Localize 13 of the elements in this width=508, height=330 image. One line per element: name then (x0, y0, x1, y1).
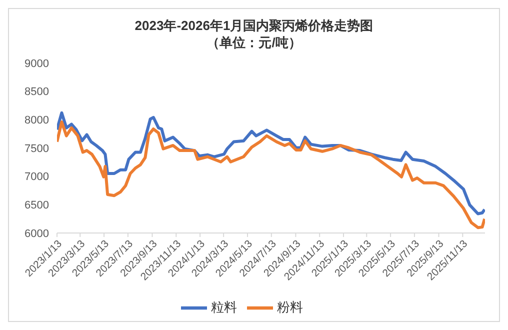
y-tick-label: 7000 (24, 171, 49, 184)
chart-title: 2023年-2026年1月国内聚丙烯价格走势图 (134, 17, 374, 34)
line-series (57, 111, 485, 216)
legend-label: 粉料 (277, 299, 303, 314)
y-tick-label: 9000 (24, 58, 49, 70)
y-tick-label: 8000 (24, 114, 49, 127)
y-tick-label: 6000 (24, 228, 49, 240)
y-tick-label: 6500 (24, 200, 49, 212)
chart-subtitle: （单位：元/吨） (206, 34, 302, 51)
y-tick-label: 8500 (24, 86, 49, 98)
line-series (57, 120, 485, 230)
y-tick-label: 7500 (24, 142, 49, 155)
legend-label: 粒料 (211, 299, 237, 314)
